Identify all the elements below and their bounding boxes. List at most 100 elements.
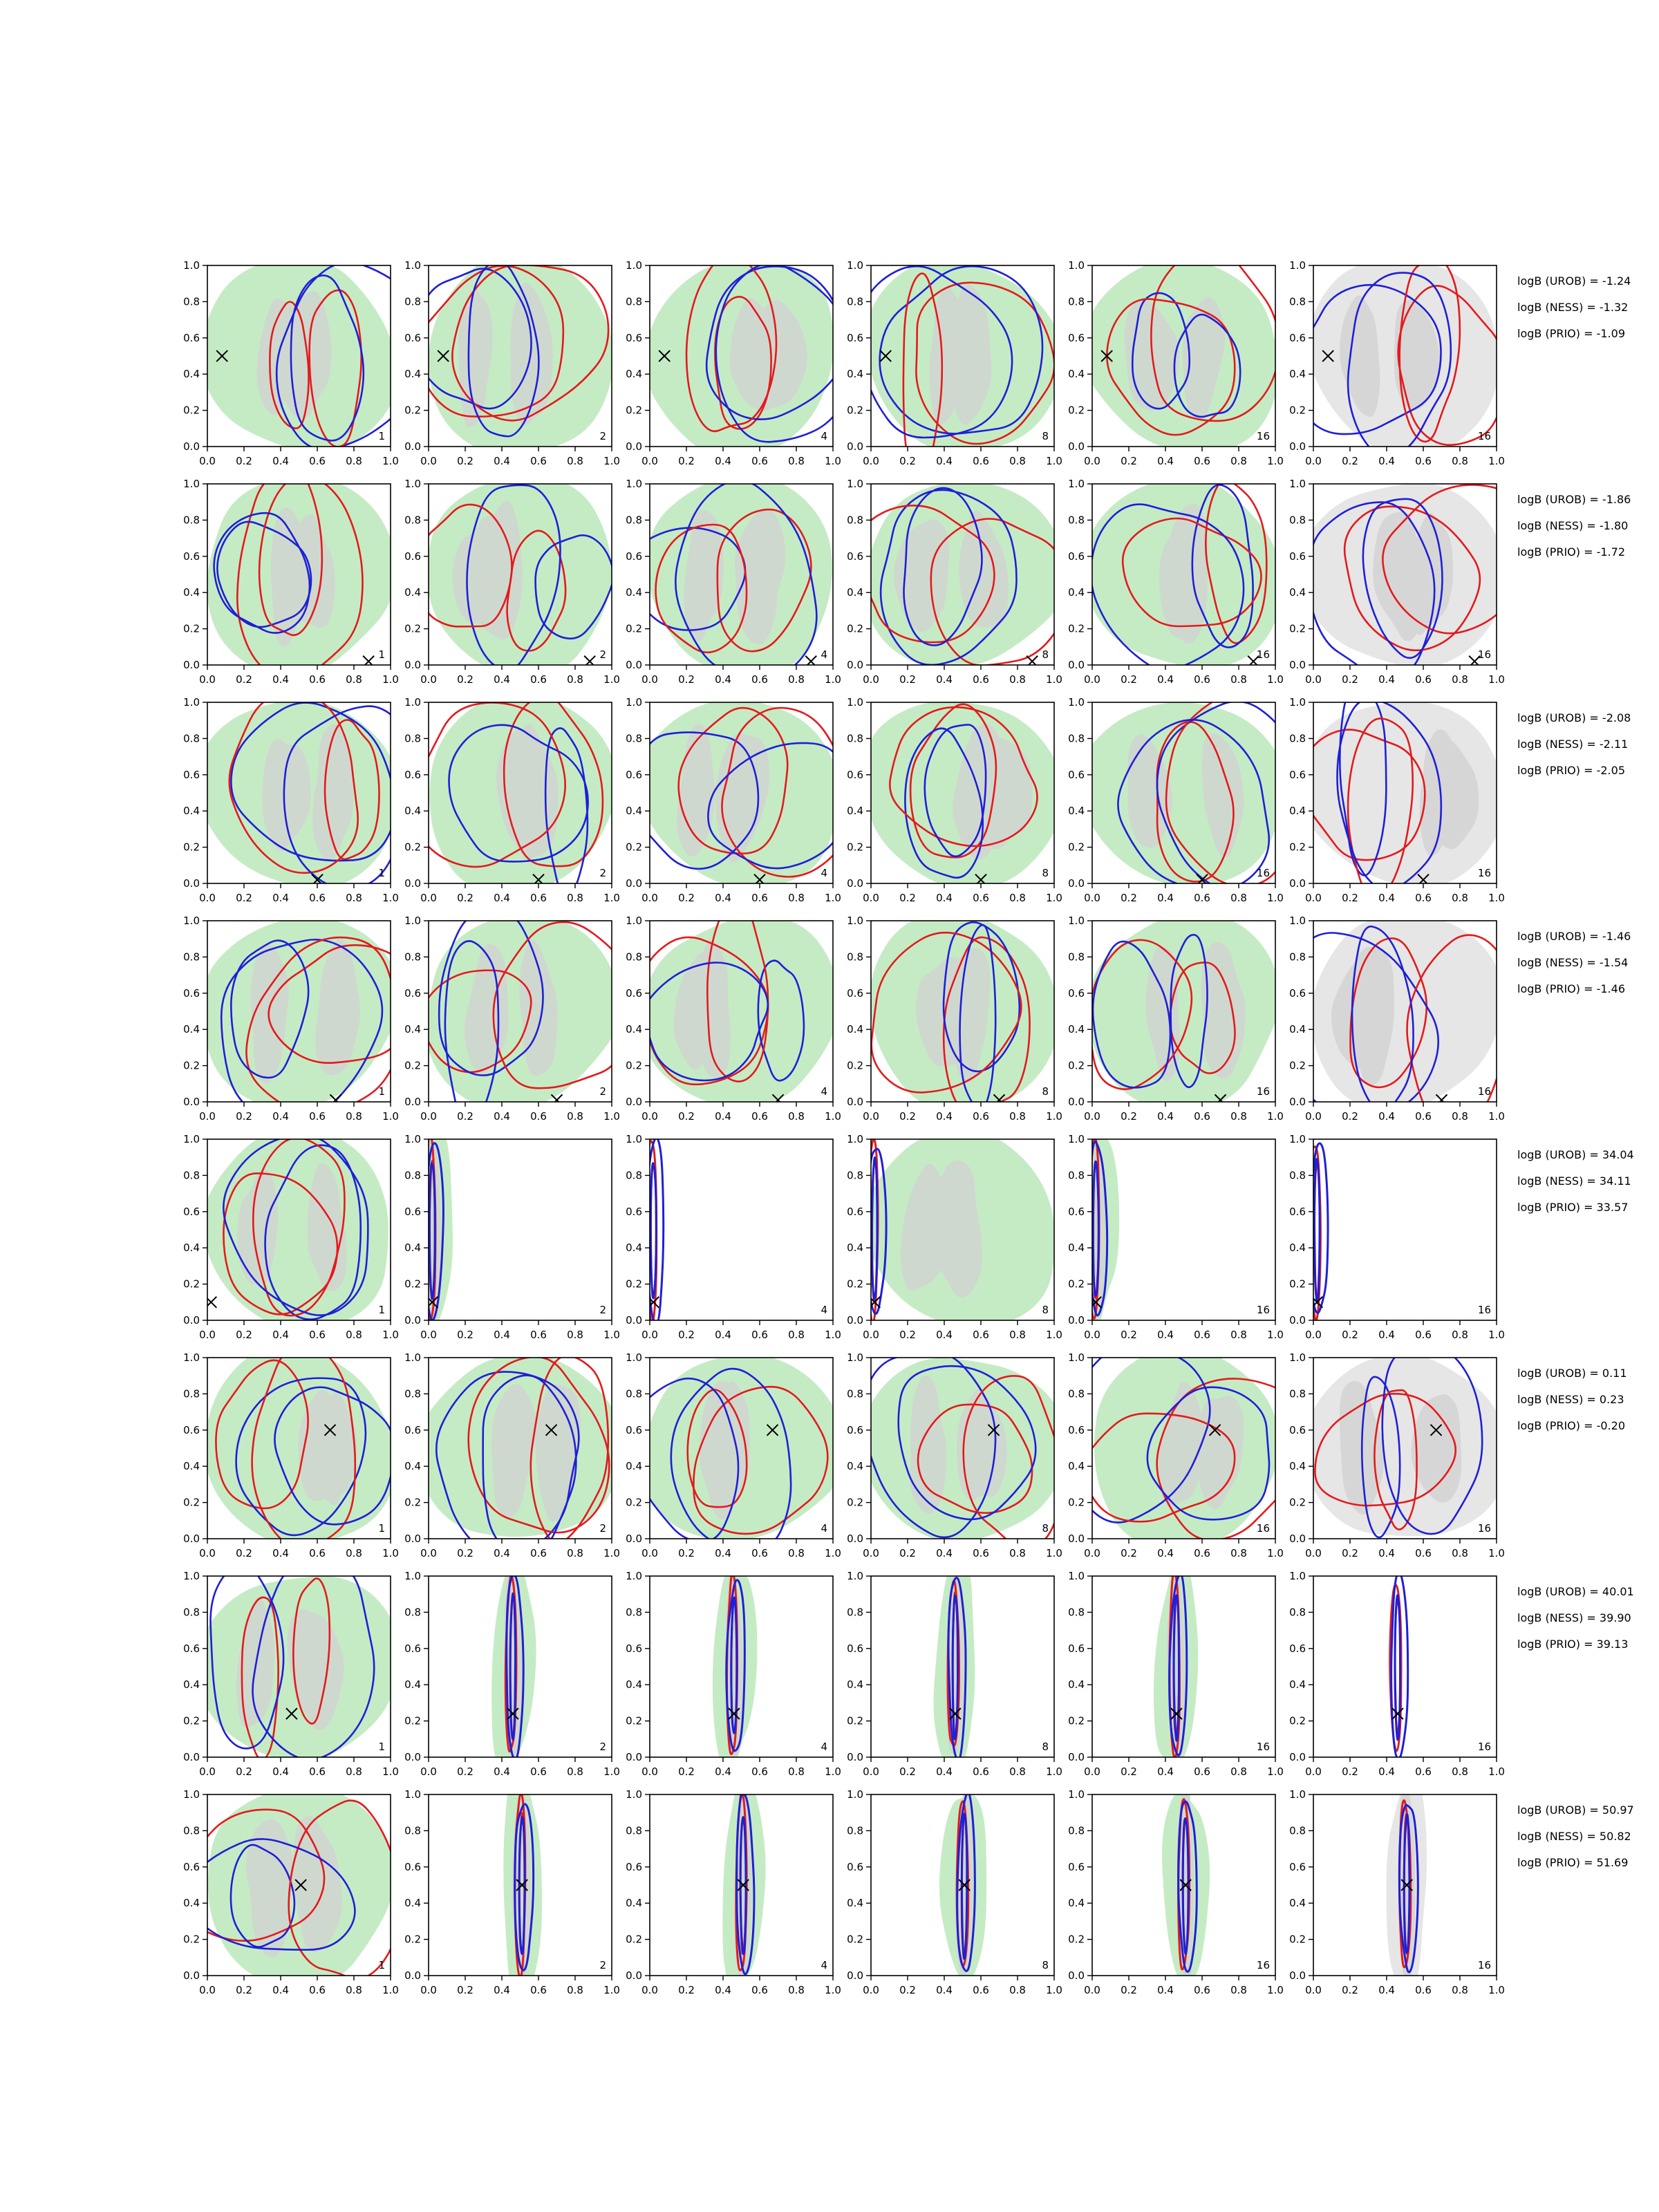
panel-plot-area <box>1313 702 1497 883</box>
truth-marker <box>737 1879 749 1891</box>
y-tick-label: 0.8 <box>183 1606 200 1618</box>
contour-red <box>1398 265 1461 443</box>
truth-marker <box>294 1879 307 1891</box>
x-tick-label: 0.6 <box>751 892 768 904</box>
x-tick-label: 0.0 <box>420 1110 437 1123</box>
contour-red <box>685 265 778 433</box>
density-core <box>910 1375 947 1515</box>
panel-count-label: 2 <box>599 648 606 661</box>
panel-count-label: 4 <box>821 1522 827 1535</box>
y-tick-label: 0.0 <box>847 1751 863 1763</box>
x-tick-label: 0.2 <box>457 1765 474 1778</box>
y-tick-label: 1.0 <box>626 1133 642 1145</box>
y-tick-label: 0.6 <box>626 769 642 781</box>
x-tick-label: 0.8 <box>346 1110 362 1123</box>
panel-count-label: 16 <box>1257 1304 1270 1316</box>
density-core <box>1411 1394 1462 1503</box>
panel-row4-col1: 0.0 0.0 0.2 0.2 0.4 0.4 0.6 0.6 0.8 0.8 1.0 1.0 1 <box>183 915 399 1123</box>
y-tick-label: 0.2 <box>404 1278 421 1291</box>
y-tick-label: 1.0 <box>183 1788 200 1801</box>
y-tick-label: 0.8 <box>404 1387 421 1400</box>
x-tick-label: 0.2 <box>899 455 916 467</box>
y-tick-label: 0.4 <box>183 1460 200 1472</box>
x-tick-label: 0.6 <box>751 1765 768 1778</box>
x-tick-label: 0.4 <box>272 1984 289 1996</box>
truth-marker <box>879 350 892 362</box>
y-tick-label: 0.4 <box>1068 1678 1085 1691</box>
contour-blue <box>1173 313 1241 418</box>
y-tick-label: 1.0 <box>404 1351 421 1364</box>
panel-plot-area <box>1092 921 1275 1102</box>
panel-count-label: 8 <box>1042 1959 1049 1971</box>
contour-blue <box>509 1593 517 1741</box>
panel-plot-area <box>1092 1139 1120 1320</box>
x-tick-label: 0.0 <box>641 455 658 467</box>
x-tick-label: 0.0 <box>641 1110 658 1123</box>
y-tick-label: 0.0 <box>1068 1314 1085 1327</box>
contour-red <box>930 518 1054 665</box>
x-tick-label: 0.2 <box>1121 455 1137 467</box>
y-tick-label: 0.4 <box>183 1678 200 1691</box>
x-tick-label: 0.8 <box>567 1329 583 1341</box>
x-tick-label: 0.4 <box>715 1329 731 1341</box>
panel-frame <box>1313 1357 1497 1539</box>
density-core <box>893 518 950 632</box>
panel-row5-col6: 0.0 0.0 0.2 0.2 0.4 0.4 0.6 0.6 0.8 0.8 1.0 1.0 16 <box>1289 1133 1505 1341</box>
x-tick-label: 0.2 <box>1342 892 1358 904</box>
truth-marker <box>987 1424 1000 1436</box>
x-tick-label: 0.6 <box>1415 673 1432 686</box>
contour-blue <box>942 921 1021 1073</box>
x-tick-label: 0.4 <box>715 892 731 904</box>
contour-blue <box>1394 1594 1402 1741</box>
x-tick-label: 1.0 <box>603 673 620 686</box>
contour-red <box>1169 962 1236 1075</box>
y-tick-label: 0.6 <box>1289 1861 1306 1873</box>
panel-row3-col6: 0.0 0.0 0.2 0.2 0.4 0.4 0.6 0.6 0.8 0.8 1.0 1.0 16 <box>1289 696 1505 904</box>
x-tick-label: 0.6 <box>309 455 326 467</box>
panel-count-label: 2 <box>599 1741 606 1753</box>
x-tick-label: 0.4 <box>1157 1329 1174 1341</box>
x-tick-label: 0.6 <box>1194 673 1210 686</box>
x-tick-label: 0.8 <box>346 1329 362 1341</box>
panel-plot-area <box>207 1139 388 1320</box>
x-tick-label: 0.2 <box>1121 1329 1137 1341</box>
density-core <box>684 509 724 642</box>
y-tick-label: 1.0 <box>1068 478 1085 490</box>
logb-annotation: logB (PRIO) = 39.13 <box>1517 1638 1628 1651</box>
x-tick-label: 0.6 <box>973 1547 989 1559</box>
row-8: 0.00.00.20.20.40.40.60.60.80.81.01.010.0… <box>183 1788 1634 1996</box>
contour-blue <box>871 1147 888 1315</box>
contour-red <box>236 484 364 665</box>
y-tick-label: 0.8 <box>404 514 421 526</box>
y-tick-label: 1.0 <box>183 1351 200 1364</box>
truth-marker <box>1214 1094 1227 1102</box>
x-tick-label: 0.8 <box>567 1765 583 1778</box>
y-tick-label: 0.8 <box>1068 1824 1085 1837</box>
contour-blue <box>1146 1386 1271 1521</box>
x-tick-label: 0.8 <box>1452 455 1468 467</box>
y-tick-label: 0.2 <box>847 1060 863 1072</box>
y-tick-label: 0.8 <box>847 1606 863 1618</box>
x-tick-label: 1.0 <box>1267 1110 1284 1123</box>
x-tick-label: 0.0 <box>420 1984 437 1996</box>
y-tick-label: 0.6 <box>1289 1206 1306 1218</box>
x-tick-label: 0.0 <box>1084 1547 1100 1559</box>
y-tick-label: 0.6 <box>626 1642 642 1655</box>
y-tick-label: 0.2 <box>404 1060 421 1072</box>
density-core <box>734 508 786 645</box>
contour-red <box>492 921 612 1089</box>
truth-marker <box>550 1094 563 1102</box>
x-tick-label: 0.6 <box>530 1765 547 1778</box>
y-tick-label: 0.8 <box>626 514 642 526</box>
panel-count-label: 1 <box>378 1522 385 1535</box>
y-tick-label: 0.4 <box>183 586 200 599</box>
panel-plot-area <box>650 921 833 1102</box>
y-tick-label: 0.4 <box>626 1241 642 1254</box>
panel-plot-area <box>429 1358 612 1539</box>
x-tick-label: 0.2 <box>236 455 252 467</box>
panel-count-label: 16 <box>1478 867 1491 879</box>
y-tick-label: 0.6 <box>1068 332 1085 344</box>
panel-plot-area <box>1092 702 1275 883</box>
x-tick-label: 0.6 <box>530 673 547 686</box>
panel-row3-col3: 0.0 0.0 0.2 0.2 0.4 0.4 0.6 0.6 0.8 0.8 1.0 1.0 4 <box>626 696 841 904</box>
